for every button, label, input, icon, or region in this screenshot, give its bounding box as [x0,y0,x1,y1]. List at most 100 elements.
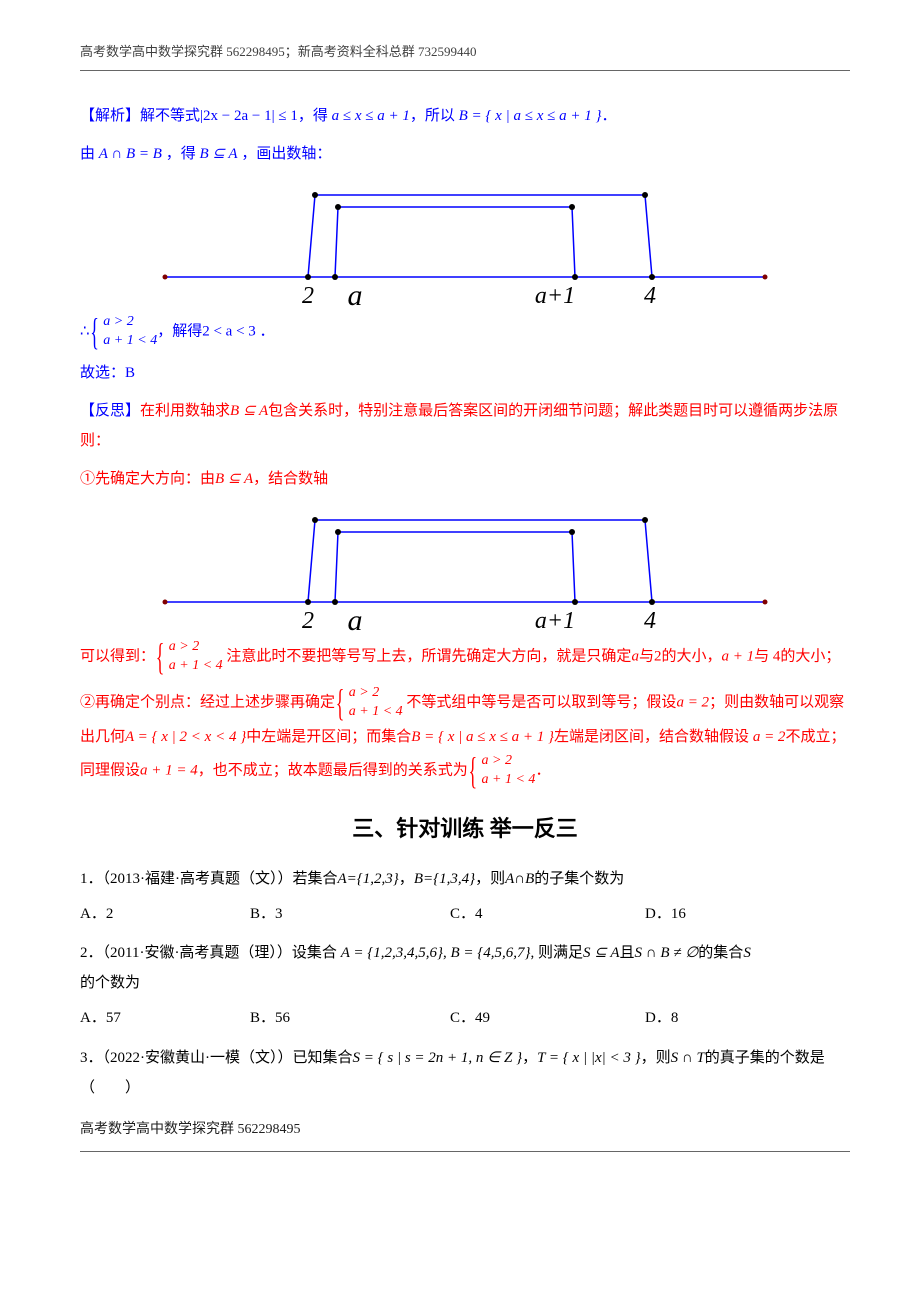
solution-line-2: 由 A ∩ B = B ，得 B ⊆ A ，画出数轴： [80,139,850,169]
q3-sep: ， [522,1050,537,1066]
q2-opt-d: D．8 [645,1004,678,1033]
q1-tail: 的子集个数为 [534,871,624,887]
q3-prefix: 3．（2022·安徽黄山·一模（文））已知集合 [80,1050,353,1066]
therefore-line: ∴ a > 2 a + 1 < 4 ，解得2 < a < 3 ． [80,313,850,351]
text: 由 [80,146,95,162]
bracket-top: a > 2 [103,313,157,332]
q1-suffix: ，则 [475,871,505,887]
bracket-system-2: a > 2 a + 1 < 4 [159,638,223,676]
q3-sett: T = { x | |x| < 3 } [537,1050,641,1066]
q1-opt-d: D．16 [645,900,686,929]
text: 中左端是开区间；而集合 [246,729,411,745]
svg-text:a: a [348,279,363,307]
text: 的大小， [661,649,721,665]
ap1: a + 1 [721,649,754,665]
answer-line: 故选：B [80,358,850,388]
set-b: B = { x | a ≤ x ≤ a + 1 } [459,108,602,124]
q2-prefix: 2．（2011·安徽·高考真题（理））设集合 [80,945,337,961]
solution-label: 【解析】 [80,108,140,124]
q2-cond1: S ⊆ A [583,945,619,961]
text: ，得 [166,146,196,162]
text: ． [256,323,275,339]
bracket-system-1: a > 2 a + 1 < 4 [93,313,157,351]
q1-mid: ， [399,871,414,887]
text: 解不等式 [140,108,200,124]
condition: A ∩ B = B [99,146,162,162]
result: 2 < a < 3 [202,323,256,339]
bracket-bottom: a + 1 < 4 [169,657,223,676]
text: ②再确定个别点：经过上述步骤再确定 [80,695,335,711]
q2-setb: B = {4,5,6,7} [450,945,530,961]
text: 不等式组中等号是否可以取到等号；假设 [406,695,676,711]
svg-text:a+1: a+1 [535,608,575,632]
text: 可以得到： [80,649,155,665]
q2-seta: A = {1,2,3,4,5,6} [341,945,443,961]
text: ，所以 [410,108,455,124]
set-b: B = { x | a ≤ x ≤ a + 1 } [411,729,554,745]
ap1-eq-4: a + 1 = 4 [140,762,198,778]
bracket-top: a > 2 [349,684,403,703]
q2-mid: , 则满足 [531,945,584,961]
q2-tail: 的集合 [698,945,743,961]
q1-opt-c: C．4 [450,900,645,929]
bracket-bottom: a + 1 < 4 [349,703,403,722]
step2: ②再确定个别点：经过上述步骤再确定 a > 2 a + 1 < 4 不等式组中等… [80,684,850,790]
number-line-diagram-1: 2 a a+1 4 [160,187,770,307]
divider-bottom [80,1151,850,1152]
svg-text:a: a [348,604,363,632]
question-3: 3．（2022·安徽黄山·一模（文））已知集合S = { s | s = 2n … [80,1043,850,1103]
svg-text:4: 4 [644,283,656,307]
q1-opt-a: A．2 [80,900,250,929]
text: ①先确定大方向：由 [80,471,215,487]
step1-line: ①先确定大方向：由B ⊆ A，结合数轴 [80,464,850,494]
q2-s: S [743,945,751,961]
q2-options: A．57 B．56 C．49 D．8 [80,1004,850,1033]
q2-opt-b: B．56 [250,1004,450,1033]
q2-cond2: S ∩ B ≠ ∅ [635,945,699,961]
divider-top [80,70,850,71]
text: 与 [639,649,654,665]
q1-ab: A∩B [505,871,534,887]
question-2: 2．（2011·安徽·高考真题（理））设集合 A = {1,2,3,4,5,6}… [80,938,850,998]
set-a: A = { x | 2 < x < 4 } [125,729,246,745]
text: 左端是闭区间，结合数轴假设 [554,729,749,745]
text: 注意此时不要把等号写上去，所谓先确定大方向，就是只确定 [226,649,631,665]
reflection-label: 【反思】 [80,403,140,419]
number-line-diagram-2: 2 a a+1 4 [160,512,770,632]
section-3-title: 三、针对训练 举一反三 [80,808,850,850]
a-eq-2b: a = 2 [753,729,786,745]
q2-and: 且 [619,945,634,961]
question-1: 1．（2013·福建·高考真题（文））若集合A={1,2,3}，B={1,3,4… [80,864,850,894]
text: 的大小； [780,649,840,665]
text: ，结合数轴 [253,471,328,487]
svg-text:2: 2 [302,608,314,632]
a-eq-2: a = 2 [676,695,709,711]
inequality: |2x − 2a − 1| ≤ 1 [200,108,298,124]
svg-text:a+1: a+1 [535,283,575,307]
q2-opt-a: A．57 [80,1004,250,1033]
step1-result: 可以得到： a > 2 a + 1 < 4 注意此时不要把等号写上去，所谓先确定… [80,638,850,676]
page-header: 高考数学高中数学探究群 562298495；新高考资料全科总群 73259944… [80,40,850,65]
bracket-bottom: a + 1 < 4 [103,332,157,351]
page-footer: 高考数学高中数学探究群 562298495 [80,1117,850,1144]
q2-opt-c: C．49 [450,1004,645,1033]
svg-text:2: 2 [302,283,314,307]
bracket-bottom: a + 1 < 4 [482,771,536,790]
q1-setb: B={1,3,4} [414,871,475,887]
svg-text:4: 4 [644,608,656,632]
text: ，也不成立；故本题最后得到的关系式为 [198,762,468,778]
bracket-top: a > 2 [169,638,223,657]
q1-options: A．2 B．3 C．4 D．16 [80,900,850,929]
subset: B ⊆ A [230,403,268,419]
text: 与 [754,649,769,665]
bracket-system-3: a > 2 a + 1 < 4 [339,684,403,722]
q3-mid: ，则 [641,1050,671,1066]
therefore-symbol: ∴ [80,323,90,339]
q3-sets: S = { s | s = 2n + 1, n ∈ Z } [353,1050,523,1066]
q3-st: S ∩ T [671,1050,705,1066]
period: ． [535,762,550,778]
a: a [631,649,639,665]
period: ． [601,108,616,124]
q2-tail2: 的个数为 [80,975,140,991]
range: a ≤ x ≤ a + 1 [332,108,410,124]
